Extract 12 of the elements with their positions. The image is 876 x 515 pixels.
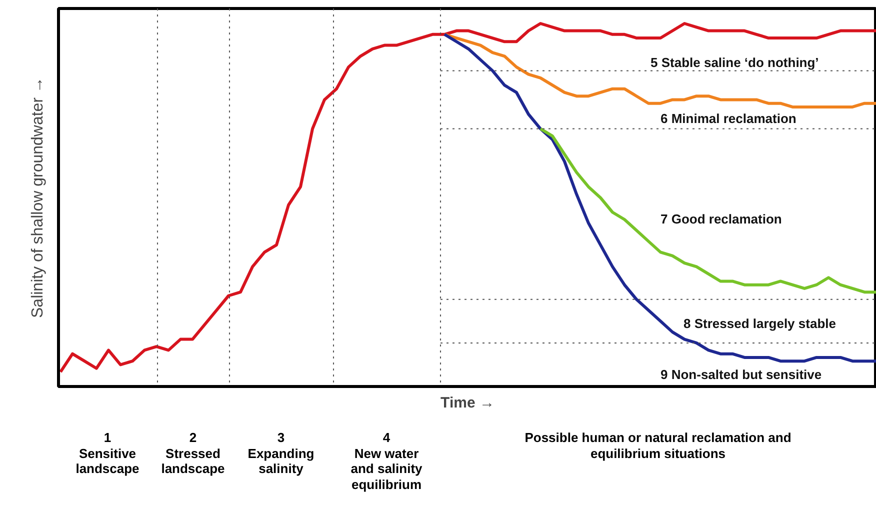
annotation: 6 Minimal reclamation	[660, 110, 796, 126]
text: 4 New water and salinity equilibrium	[350, 430, 422, 492]
text: Possible human or natural reclamation and equilibrium situations	[524, 430, 792, 462]
text: 1 Sensitive landscape	[76, 430, 140, 477]
annotation: 5 Stable saline ‘do nothing’	[650, 55, 819, 70]
text: 2 Stressed landscape	[161, 430, 225, 477]
y-axis-title: Salinity of shallow groundwater →	[30, 76, 46, 318]
annotation: 9 Non-salted but sensitive	[660, 366, 822, 382]
annotation: 8 Stressed largely stable	[684, 316, 836, 331]
annotation: 7 Good reclamation	[660, 212, 782, 227]
x-axis-title: Time →	[440, 394, 494, 412]
text: 3 Expanding salinity	[248, 430, 314, 477]
